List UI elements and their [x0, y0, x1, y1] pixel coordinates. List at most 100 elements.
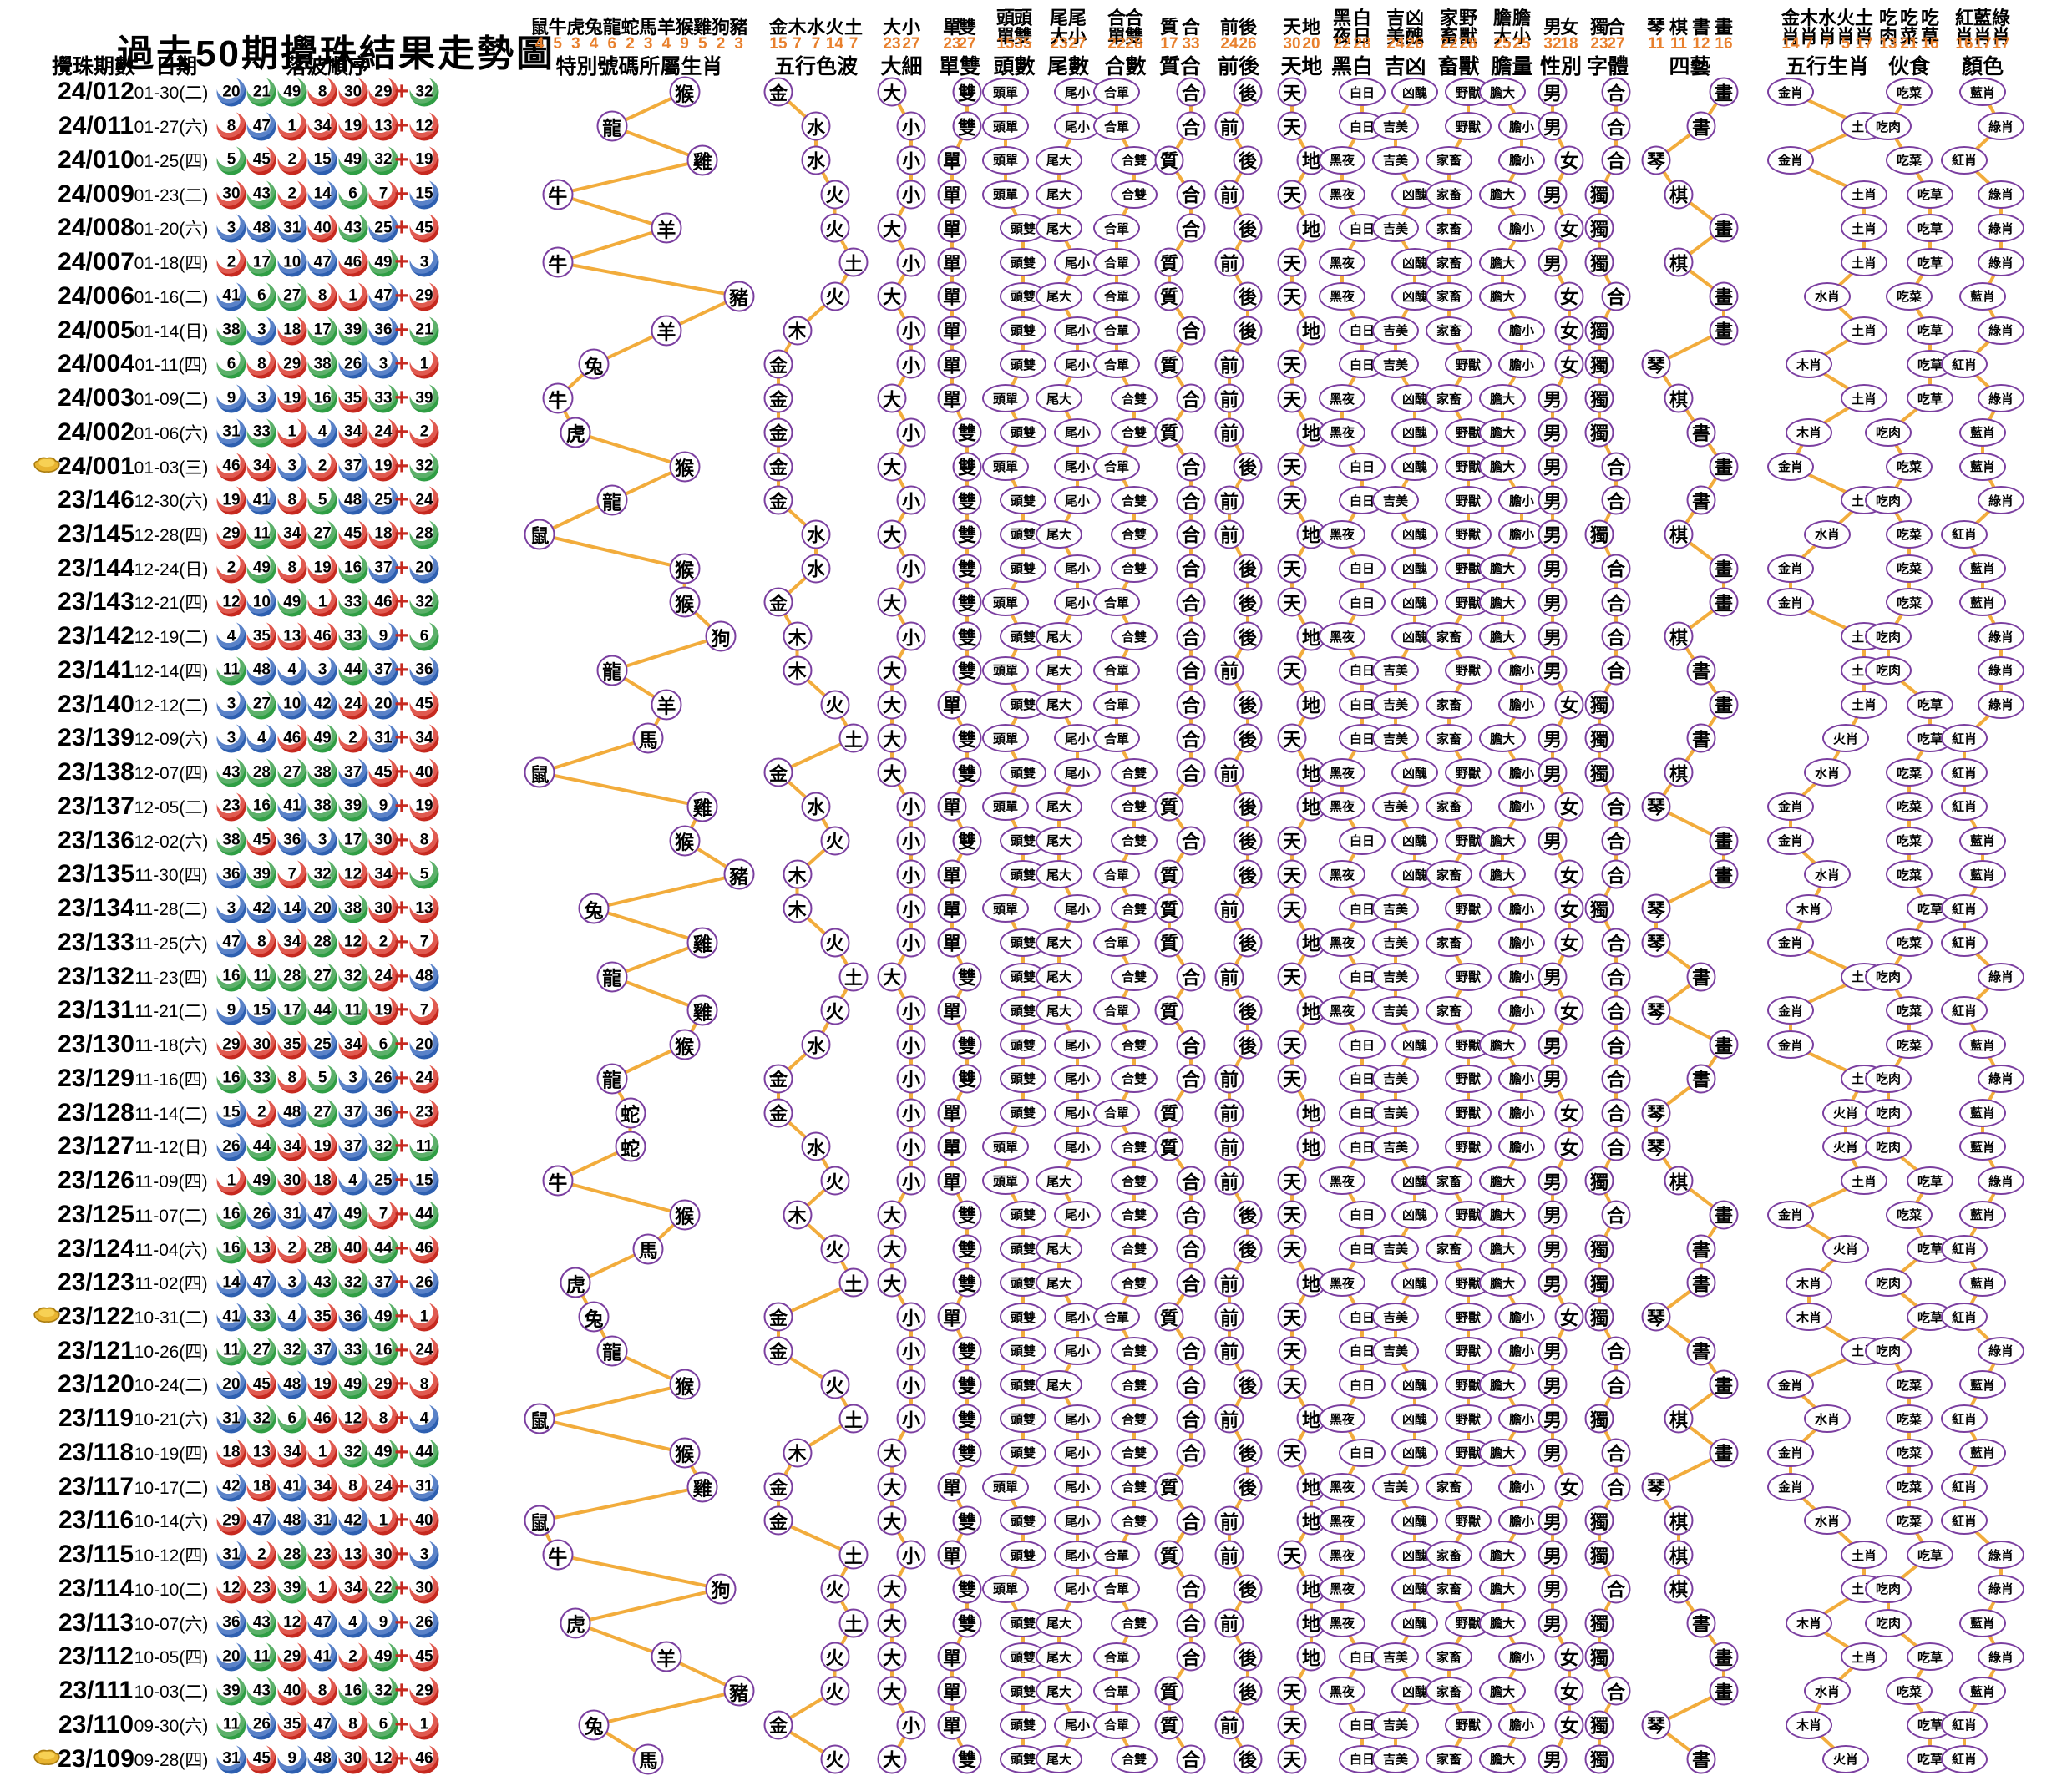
attr-brave: 膽大 [1479, 248, 1526, 277]
ball: 17 [338, 826, 368, 856]
attr-prime: 質 [1154, 417, 1184, 448]
attr-head: 頭單 [982, 1574, 1029, 1603]
ball: 46 [307, 1404, 337, 1434]
attr-brave: 膽大 [1479, 588, 1526, 617]
attr-gender: 男 [1538, 826, 1568, 856]
attr-prime: 合 [1176, 1267, 1206, 1298]
attr-prime: 合 [1176, 519, 1206, 549]
attr-sky: 地 [1296, 1131, 1326, 1161]
attr-sky: 天 [1277, 485, 1307, 515]
ball: 44 [307, 995, 337, 1025]
ball: 23 [246, 1574, 276, 1604]
draw-date: 01-03(三) [134, 458, 209, 478]
attr-sky: 天 [1277, 1234, 1307, 1264]
attr-luck: 凶醜 [1391, 78, 1438, 107]
attr-art: 畫 [1709, 1200, 1739, 1230]
ball: 30 [368, 893, 398, 923]
attr-gender: 男 [1538, 1030, 1568, 1060]
attr-font: 合 [1601, 587, 1631, 617]
ball: 42 [307, 690, 337, 720]
attr-size: 大 [877, 1234, 907, 1264]
attr-zodiac: 鼠 [524, 756, 555, 788]
attr-luck: 凶醜 [1391, 826, 1438, 855]
ball: 9 [216, 995, 246, 1025]
ball: 17 [307, 316, 337, 346]
attr-gender: 男 [1538, 247, 1568, 277]
slot-count-night: 22 [1333, 35, 1351, 53]
attr-tail: 尾小 [1054, 1200, 1101, 1229]
attr-brave: 膽大 [1479, 826, 1526, 855]
attr-elem2: 土肖 [1841, 316, 1887, 345]
attr-sky: 天 [1277, 859, 1307, 889]
attr-head: 頭雙 [1000, 1064, 1046, 1093]
attr-zodiac: 兔 [578, 348, 610, 380]
attr-diet: 吃肉 [1865, 1064, 1912, 1093]
slot-count-font: 27 [1607, 35, 1625, 53]
draw-date: 01-14(日) [134, 321, 209, 342]
ball: 36 [338, 1302, 368, 1332]
attr-tail: 尾大 [1036, 1370, 1082, 1399]
attr-size: 大 [877, 519, 907, 549]
attr-head: 頭雙 [1000, 1303, 1046, 1331]
ball: 38 [216, 316, 246, 346]
attr-element: 木 [783, 859, 812, 889]
attr-art: 畫 [1709, 1030, 1739, 1060]
ball: 6 [216, 349, 246, 379]
draw-period: 23/131 [58, 996, 134, 1025]
attr-zodiac: 猴 [669, 586, 701, 618]
ball: 8 [216, 111, 246, 141]
attr-element: 土 [838, 962, 869, 992]
ball: 3 [338, 1064, 368, 1094]
attr-element: 金 [763, 1710, 793, 1740]
attr-night: 黑夜 [1319, 1166, 1365, 1196]
column-header-head: 頭數 [993, 55, 1036, 78]
ball: 27 [277, 757, 307, 787]
slot-label-font: 獨 [1589, 17, 1609, 38]
ball: 16 [216, 1234, 246, 1264]
ball: 28 [246, 757, 276, 787]
ball: 3 [216, 893, 246, 923]
ball: 4 [216, 621, 246, 651]
attr-color: 紅肖 [1941, 1744, 1988, 1773]
column-header-art: 四藝 [1669, 55, 1711, 78]
ball: 48 [277, 1505, 307, 1536]
attr-zodiac: 虎 [560, 1267, 591, 1298]
draw-date: 10-26(四) [134, 1342, 209, 1362]
ball: 5 [307, 485, 337, 515]
draw-date: 10-07(六) [134, 1614, 209, 1634]
attr-luck: 凶醜 [1391, 417, 1438, 447]
attr-night: 白日 [1339, 826, 1386, 855]
plus-sign: + [394, 1608, 409, 1637]
attr-sky: 天 [1277, 1302, 1307, 1332]
slot-count-head: 35 [1014, 35, 1032, 53]
draw-date: 01-20(六) [134, 220, 209, 240]
special-ball: 40 [409, 1505, 439, 1536]
attr-sum: 合單 [1093, 350, 1140, 379]
attr-gender: 女 [1554, 1676, 1584, 1706]
attr-art: 棋 [1664, 757, 1694, 787]
slot-count-elem2: 14 [1781, 35, 1800, 53]
ball: 4 [338, 1166, 368, 1196]
attr-size: 大 [877, 723, 907, 753]
attr-prime: 合 [1176, 180, 1206, 210]
ball: 31 [216, 1540, 246, 1570]
attr-head: 頭單 [982, 792, 1029, 821]
ball: 31 [216, 1744, 246, 1774]
special-ball: 8 [409, 1369, 439, 1399]
slot-count-art: 11 [1669, 35, 1688, 53]
attr-sum: 合單 [1093, 1574, 1140, 1603]
attr-pos: 後 [1233, 995, 1263, 1025]
draw-period: 23/138 [58, 758, 134, 787]
ball: 32 [368, 145, 398, 175]
attr-brave: 膽小 [1498, 1303, 1545, 1331]
attr-color: 紅肖 [1941, 1303, 1988, 1331]
plus-sign: + [394, 112, 409, 140]
attr-elem2: 火肖 [1822, 724, 1869, 753]
attr-parity: 單 [937, 995, 967, 1025]
attr-element: 土 [838, 1608, 869, 1638]
plus-sign: + [394, 519, 409, 548]
ball: 26 [338, 349, 368, 379]
draw-period: 23/129 [58, 1064, 134, 1092]
attr-prime: 質 [1154, 928, 1184, 958]
plus-sign: + [394, 1438, 409, 1466]
